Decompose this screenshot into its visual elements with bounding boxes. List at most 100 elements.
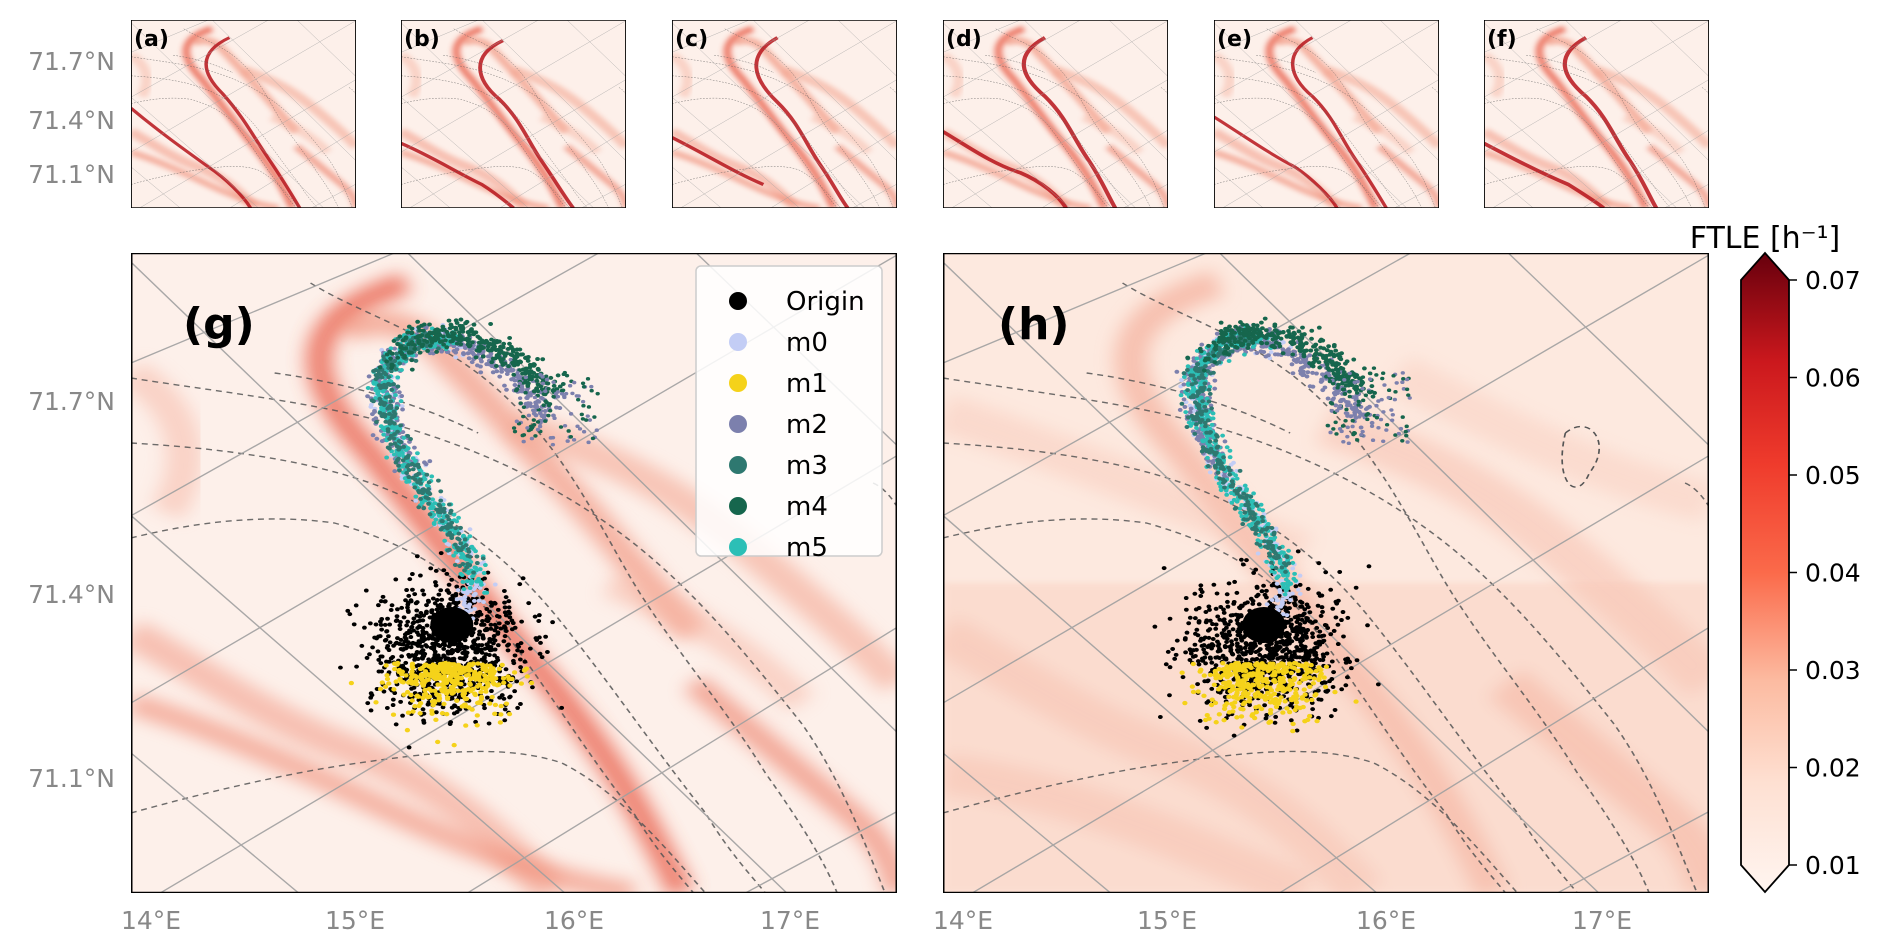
particle-m1 xyxy=(373,700,379,705)
particle-origin xyxy=(1183,650,1188,655)
particle-m4 xyxy=(463,321,469,326)
particle-tail xyxy=(544,374,549,379)
particle-origin xyxy=(512,625,518,630)
particle-origin xyxy=(1296,672,1301,677)
particle-m3 xyxy=(388,369,394,374)
particle-m1 xyxy=(1322,684,1329,690)
particle-tail xyxy=(533,434,538,438)
particle-origin xyxy=(1316,561,1322,566)
particle-m1 xyxy=(1353,699,1359,704)
particle-origin xyxy=(1207,655,1213,660)
particle-m2 xyxy=(502,383,507,388)
particle-m0 xyxy=(1207,470,1213,475)
particle-m1 xyxy=(1222,703,1228,708)
particle-origin xyxy=(444,571,450,576)
particle-m1 xyxy=(1310,681,1317,686)
particle-m5 xyxy=(461,533,466,538)
particle-m1 xyxy=(491,682,497,687)
particle-m1 xyxy=(484,663,490,668)
particle-origin xyxy=(1174,638,1180,643)
particle-m1 xyxy=(1223,684,1229,689)
particle-origin xyxy=(1187,615,1193,620)
particle-m5 xyxy=(482,563,488,568)
particle-m1 xyxy=(460,693,467,699)
particle-origin xyxy=(1203,610,1209,615)
particle-origin xyxy=(1299,617,1305,622)
particle-origin xyxy=(354,664,359,669)
particle-origin xyxy=(1267,649,1273,654)
particle-origin xyxy=(1239,657,1244,662)
particle-m3 xyxy=(467,563,473,568)
particle-origin xyxy=(514,679,520,684)
particle-m1 xyxy=(399,672,405,677)
particle-m2 xyxy=(1345,400,1351,405)
particle-m4 xyxy=(389,366,395,371)
particle-tail xyxy=(568,412,574,416)
particle-m3 xyxy=(391,409,397,414)
particle-origin xyxy=(404,588,409,593)
particle-origin xyxy=(503,613,509,618)
particle-origin xyxy=(379,617,385,622)
particle-m2 xyxy=(1325,396,1331,401)
particle-origin xyxy=(487,636,493,641)
particle-origin xyxy=(393,618,399,623)
particle-origin xyxy=(441,654,447,659)
particle-origin xyxy=(1215,614,1221,619)
particle-m4 xyxy=(412,346,418,351)
particle-m1 xyxy=(429,708,435,713)
particle-origin xyxy=(484,617,490,622)
particle-origin xyxy=(1366,564,1372,569)
particle-origin xyxy=(488,600,494,605)
particle-origin xyxy=(1270,646,1276,651)
panel-h: (h) xyxy=(943,253,1709,893)
particle-origin xyxy=(1283,634,1289,639)
particle-origin xyxy=(1245,600,1250,605)
particle-m3 xyxy=(462,568,467,573)
particle-m1 xyxy=(1220,666,1227,672)
particle-m4 xyxy=(531,389,537,394)
particle-m5 xyxy=(399,367,404,372)
particle-origin xyxy=(414,608,420,613)
particle-m0 xyxy=(467,527,473,532)
particle-m2 xyxy=(374,436,380,441)
particle-m3 xyxy=(458,525,463,530)
particle-m2 xyxy=(469,360,475,365)
particle-origin xyxy=(1287,606,1292,611)
particle-m1 xyxy=(443,680,450,686)
particle-m5 xyxy=(393,393,398,398)
panel-g-particles xyxy=(338,317,600,750)
particle-m1 xyxy=(1252,662,1259,667)
panel-h-particles xyxy=(1152,316,1412,738)
particle-origin xyxy=(1230,627,1236,632)
particle-origin xyxy=(495,643,501,648)
particle-origin xyxy=(1293,584,1299,589)
particle-m1 xyxy=(477,670,483,676)
particle-tail xyxy=(581,385,587,389)
particle-m2 xyxy=(488,351,494,356)
particle-m5 xyxy=(375,390,381,395)
particle-m3 xyxy=(395,429,400,434)
particle-origin xyxy=(447,721,453,726)
particle-origin xyxy=(1216,642,1222,647)
particle-tail xyxy=(550,442,556,447)
particle-m5 xyxy=(378,424,384,429)
particle-origin xyxy=(480,636,486,641)
particle-m5 xyxy=(451,553,457,558)
particle-m2 xyxy=(1222,439,1228,444)
particle-m2 xyxy=(1212,378,1218,383)
particle-origin xyxy=(444,588,450,593)
particle-m1 xyxy=(1256,704,1262,709)
particle-origin xyxy=(388,607,394,612)
particle-m3 xyxy=(389,415,395,420)
particle-m2 xyxy=(422,460,427,465)
particle-m1 xyxy=(524,674,530,679)
particle-m5 xyxy=(477,567,483,572)
particle-origin xyxy=(1288,703,1293,708)
particle-m3 xyxy=(381,354,386,359)
particle-m3 xyxy=(397,468,402,473)
particle-origin xyxy=(401,615,407,620)
particle-m1 xyxy=(1252,692,1259,697)
particle-origin xyxy=(425,598,431,603)
particle-m1 xyxy=(1295,668,1301,674)
particle-origin xyxy=(484,607,490,612)
